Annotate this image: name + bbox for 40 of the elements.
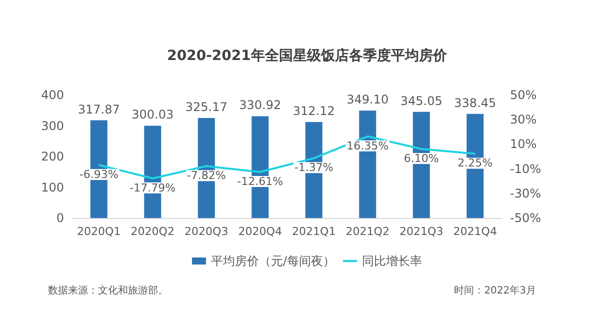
x-tick-label: 2021Q1 xyxy=(292,225,336,238)
data-label: 312.12 xyxy=(292,104,335,118)
text: 时间：2022年3月 xyxy=(454,284,536,296)
x-tick-label: 2021Q3 xyxy=(400,225,444,238)
y-tick-label: 200 xyxy=(41,150,64,164)
x-tick-label: 2020Q1 xyxy=(77,225,121,238)
data-label: 16.35% xyxy=(346,139,389,152)
data-label: 345.05 xyxy=(400,94,442,108)
x-tick-label: 2021Q2 xyxy=(346,225,390,238)
data-label: 330.92 xyxy=(239,98,282,112)
data-label: -12.61% xyxy=(237,175,284,188)
y-tick-label: 300 xyxy=(41,118,64,133)
data-label: 338.45 xyxy=(454,96,496,110)
y2-tick-label: 30% xyxy=(510,112,537,127)
data-label: -7.82% xyxy=(186,169,226,182)
data-label: -17.79% xyxy=(130,181,176,194)
chart-title: 2020-2021年全国星级饭店各季度平均房价 xyxy=(167,47,448,64)
y2-tick-label: 50% xyxy=(510,88,537,102)
y-tick-label: 400 xyxy=(41,88,64,102)
data-label: 2.25% xyxy=(458,156,493,170)
data-label: 317.87 xyxy=(78,102,120,116)
data-label: -1.37% xyxy=(294,161,334,174)
data-label: 300.03 xyxy=(132,108,174,122)
legend-label: 同比增长率 xyxy=(362,254,422,268)
y2-tick-label: 10% xyxy=(510,137,537,152)
data-label: 325.17 xyxy=(185,100,228,114)
data-label: 349.10 xyxy=(346,92,389,107)
x-tick-label: 2021Q4 xyxy=(453,225,497,238)
x-tick-label: 2020Q2 xyxy=(130,225,174,238)
data-label: -6.93% xyxy=(79,168,118,182)
x-tick-label: 2020Q4 xyxy=(238,225,282,238)
legend-label: 平均房价（元/每间夜） xyxy=(210,254,336,268)
y-tick-label: 100 xyxy=(41,180,64,194)
y2-tick-label: -10% xyxy=(510,162,542,176)
source-note: 数据来源：文化和旅游部。 xyxy=(48,284,168,296)
y-tick-label: 0 xyxy=(56,211,64,225)
y2-tick-label: -30% xyxy=(510,186,542,200)
x-tick-label: 2020Q3 xyxy=(184,225,228,238)
data-label: 6.10% xyxy=(404,152,439,165)
y2-tick-label: -50% xyxy=(510,211,542,225)
